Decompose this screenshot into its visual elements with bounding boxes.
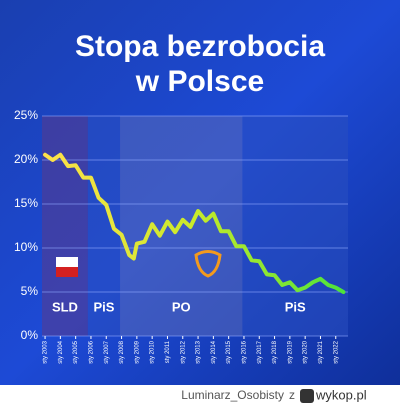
x-tick-label: sty 2003 xyxy=(43,340,49,363)
y-tick-label: 10% xyxy=(14,240,38,254)
x-tick-label: sty 2017 xyxy=(257,340,263,363)
footer-user: Luminarz_Osobisty xyxy=(181,388,284,402)
y-tick-label: 15% xyxy=(14,196,38,210)
footer-sep: z xyxy=(289,388,295,402)
footer xyxy=(0,385,400,406)
y-tick-label: 0% xyxy=(21,328,39,342)
chart-subtitle: w Polsce xyxy=(135,65,264,98)
period-label: SLD xyxy=(52,299,78,314)
sld-flag xyxy=(56,257,78,277)
period-band xyxy=(242,116,348,336)
x-tick-label: sty 2009 xyxy=(134,340,140,363)
x-tick-label: sty 2020 xyxy=(303,340,309,363)
x-tick-label: sty 2010 xyxy=(150,340,156,363)
x-tick-label: sty 2006 xyxy=(89,340,95,363)
x-tick-label: sty 2015 xyxy=(226,340,232,363)
x-tick-label: sty 2019 xyxy=(287,340,293,363)
y-tick-label: 20% xyxy=(14,152,38,166)
x-tick-label: sty 2021 xyxy=(318,340,324,363)
po-logo xyxy=(194,250,222,278)
site-icon xyxy=(300,389,314,403)
x-tick-label: sty 2016 xyxy=(242,340,248,363)
x-tick-label: sty 2008 xyxy=(119,340,125,363)
x-tick-label: sty 2013 xyxy=(196,340,202,363)
period-band xyxy=(42,116,88,336)
x-tick-label: sty 2012 xyxy=(180,340,186,363)
x-tick-label: sty 2018 xyxy=(272,340,278,363)
x-tick-label: sty 2014 xyxy=(211,340,217,363)
data-line xyxy=(43,152,346,294)
chart-title: Stopa bezrobocia xyxy=(75,30,325,63)
y-tick-label: 25% xyxy=(14,108,38,122)
period-label: PiS xyxy=(285,299,306,314)
x-tick-label: sty 2005 xyxy=(73,340,79,363)
x-tick-label: sty 2022 xyxy=(333,340,339,363)
plot: SLD PiS PO PiS 0% 5% 10% 15% 20% 25% sty 2003 sty 2… xyxy=(14,108,348,364)
y-tick-label: 5% xyxy=(21,284,39,298)
period-label: PO xyxy=(172,299,191,314)
period-label: PiS xyxy=(93,299,114,314)
x-tick-label: sty 2007 xyxy=(104,340,110,363)
x-tick-label: sty 2004 xyxy=(58,340,64,363)
x-tick-label: sty 2011 xyxy=(165,340,171,363)
footer-site: wykop.pl xyxy=(315,387,367,402)
